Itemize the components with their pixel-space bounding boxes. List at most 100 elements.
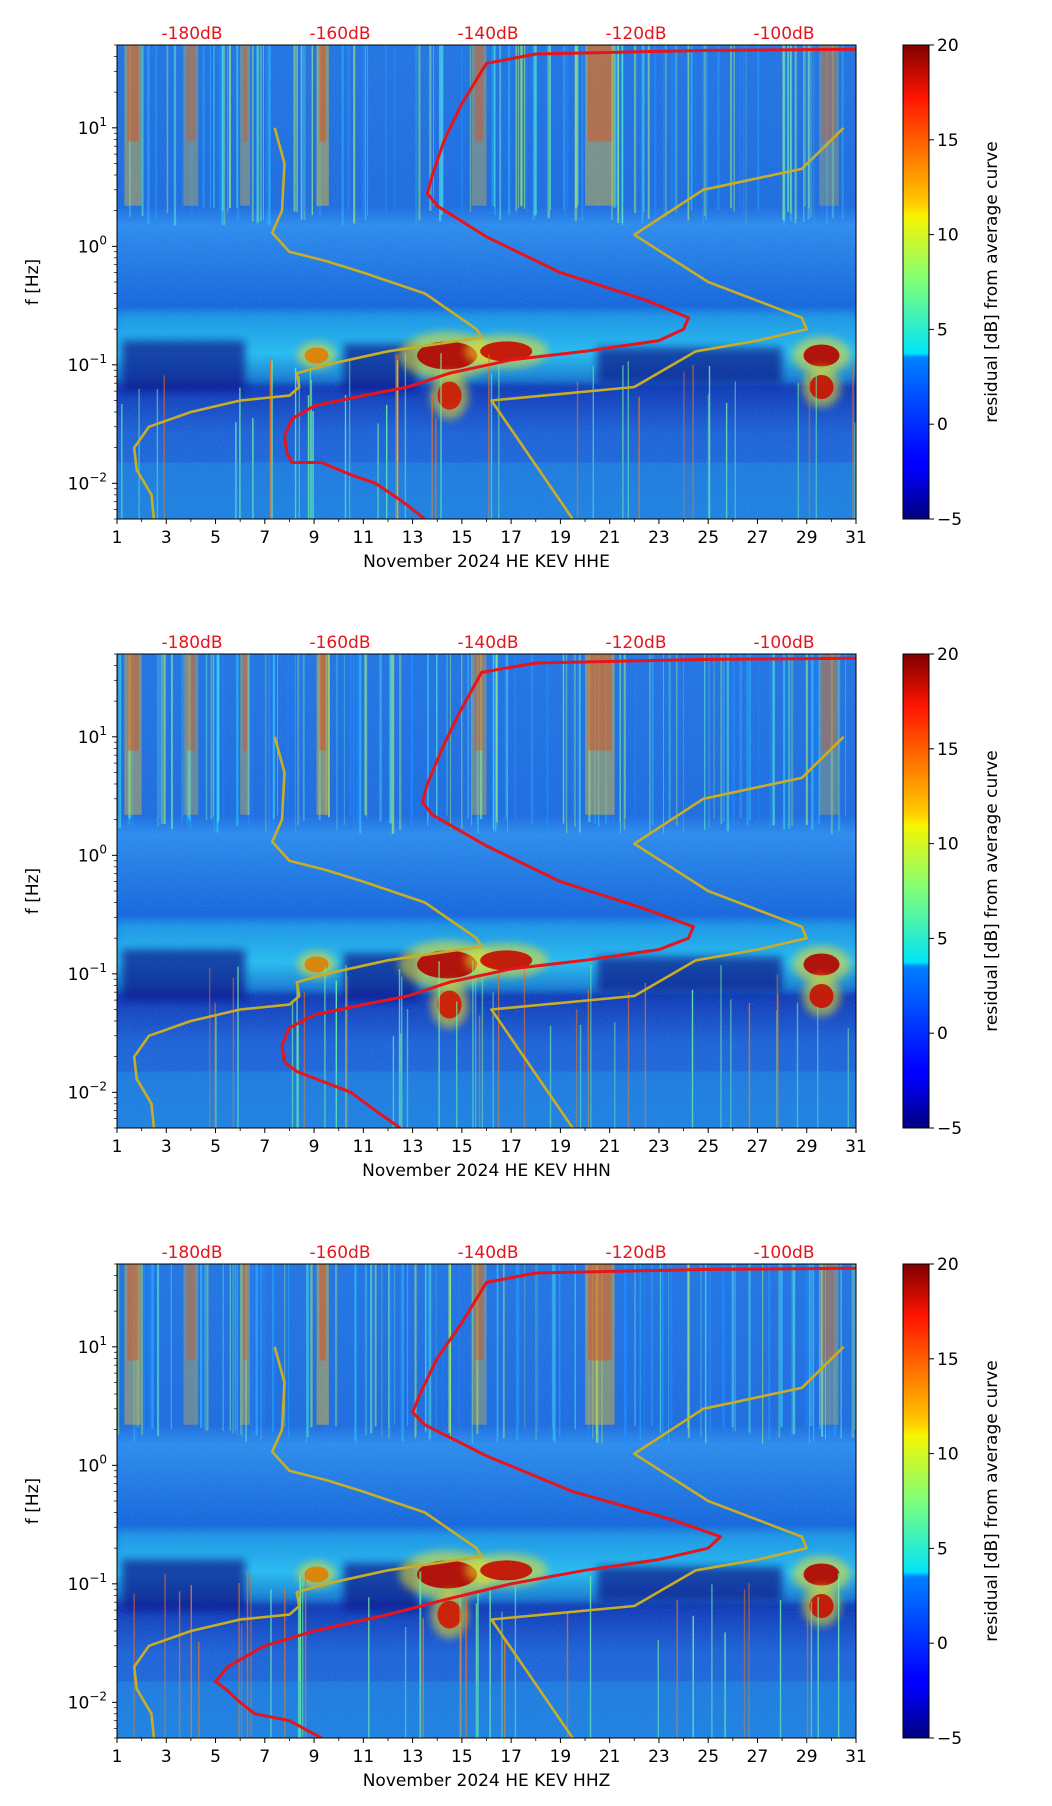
curve-model-high-noise-curve xyxy=(490,126,845,519)
colorbar-tick-label: 5 xyxy=(937,320,948,340)
x-tick-label: 21 xyxy=(599,1747,621,1767)
curve-average-psd-curve xyxy=(280,656,856,1128)
x-tick-label: 27 xyxy=(747,528,769,548)
y-axis-label: f [Hz] xyxy=(23,1478,43,1524)
heatmap-image xyxy=(117,654,856,1128)
x-tick-label: 1 xyxy=(112,528,123,548)
top-db-label: -160dB xyxy=(309,633,370,653)
y-tick-label: 10−1 xyxy=(68,961,107,985)
colorbar-tick-label: 15 xyxy=(937,1350,959,1370)
top-db-label: -120dB xyxy=(605,1243,666,1263)
colorbar: 20 15 10 5 0 −5 residual [dB] from average cur… xyxy=(902,1255,1002,1749)
top-db-label: -160dB xyxy=(309,1243,370,1263)
y-tick-label: 10−2 xyxy=(68,1079,107,1103)
colorbar: 20 15 10 5 0 −5 residual [dB] from average cur… xyxy=(902,36,1002,530)
x-tick-label: 7 xyxy=(259,1747,270,1767)
colorbar-tick-label: 20 xyxy=(937,645,959,665)
top-db-label: -180dB xyxy=(161,1243,222,1263)
y-tick-label: 10−1 xyxy=(68,352,107,376)
x-tick-label: 19 xyxy=(550,1137,572,1157)
colorbar-tick-label: 20 xyxy=(937,36,959,56)
x-tick-label: 19 xyxy=(550,1747,572,1767)
colorbar-label: residual [dB] from average curve xyxy=(982,750,1002,1031)
x-tick-label: 5 xyxy=(210,1747,221,1767)
x-tick-label: 11 xyxy=(353,1137,375,1157)
x-tick-label: 19 xyxy=(550,528,572,548)
x-tick-label: 7 xyxy=(259,1137,270,1157)
x-tick-label: 17 xyxy=(500,1747,522,1767)
colorbar-tick-label: −5 xyxy=(937,510,962,530)
top-db-label: -100dB xyxy=(753,633,814,653)
x-axis-label: November 2024 HE KEV HHN xyxy=(362,1161,611,1181)
x-tick-label: 11 xyxy=(353,528,375,548)
y-tick-label: 10−2 xyxy=(68,1689,107,1713)
y-axis-label: f [Hz] xyxy=(23,868,43,914)
x-tick-label: 15 xyxy=(451,528,473,548)
x-tick-label: 27 xyxy=(747,1747,769,1767)
x-tick-label: 25 xyxy=(697,1137,719,1157)
x-tick-label: 9 xyxy=(309,1747,320,1767)
y-tick-label: 10−1 xyxy=(68,1571,107,1595)
x-tick-label: 21 xyxy=(599,528,621,548)
y-tick-label: 10−2 xyxy=(68,470,107,494)
x-tick-label: 27 xyxy=(747,1137,769,1157)
colorbar-tick-label: 5 xyxy=(937,929,948,949)
x-tick-label: 31 xyxy=(845,528,867,548)
heatmap-image xyxy=(117,45,856,519)
y-tick-label: 100 xyxy=(78,1452,107,1476)
x-tick-label: 17 xyxy=(500,1137,522,1157)
colorbar-tick-label: −5 xyxy=(937,1119,962,1139)
y-tick-label: 100 xyxy=(78,233,107,257)
x-tick-label: 11 xyxy=(353,1747,375,1767)
x-tick-label: 1 xyxy=(112,1747,123,1767)
colorbar-label: residual [dB] from average curve xyxy=(982,141,1002,422)
x-tick-label: 5 xyxy=(210,1137,221,1157)
x-tick-label: 25 xyxy=(697,1747,719,1767)
curve-model-low-noise-curve xyxy=(132,1346,483,1738)
colorbar-tick-label: 0 xyxy=(937,415,948,435)
x-tick-label: 3 xyxy=(161,1137,172,1157)
x-tick-label: 3 xyxy=(161,528,172,548)
curve-model-low-noise-curve xyxy=(132,736,483,1128)
top-db-label: -120dB xyxy=(605,633,666,653)
curve-average-psd-curve xyxy=(283,47,856,519)
colorbar: 20 15 10 5 0 −5 residual [dB] from average cur… xyxy=(902,645,1002,1139)
x-tick-label: 15 xyxy=(451,1137,473,1157)
x-tick-label: 7 xyxy=(259,528,270,548)
colorbar-tick-label: −5 xyxy=(937,1729,962,1749)
x-tick-label: 13 xyxy=(402,1747,424,1767)
x-tick-label: 9 xyxy=(309,528,320,548)
x-tick-label: 31 xyxy=(845,1747,867,1767)
colorbar-tick-label: 0 xyxy=(937,1634,948,1654)
x-tick-label: 1 xyxy=(112,1137,123,1157)
colorbar-tick-label: 10 xyxy=(937,1445,959,1465)
x-tick-label: 17 xyxy=(500,528,522,548)
colorbar-tick-label: 15 xyxy=(937,131,959,151)
heatmap-image xyxy=(117,1264,856,1738)
curve-model-high-noise-curve xyxy=(490,1345,845,1738)
y-tick-label: 101 xyxy=(78,1334,107,1358)
colorbar-label: residual [dB] from average curve xyxy=(982,1360,1002,1641)
x-tick-label: 29 xyxy=(796,528,818,548)
y-tick-label: 101 xyxy=(78,115,107,139)
y-tick-label: 101 xyxy=(78,724,107,748)
x-tick-label: 9 xyxy=(309,1137,320,1157)
x-tick-label: 13 xyxy=(402,528,424,548)
x-tick-label: 15 xyxy=(451,1747,473,1767)
top-db-label: -120dB xyxy=(605,24,666,44)
x-tick-label: 25 xyxy=(697,528,719,548)
x-axis-label: November 2024 HE KEV HHE xyxy=(363,552,610,572)
x-tick-label: 5 xyxy=(210,528,221,548)
curve-model-low-noise-curve xyxy=(132,127,483,519)
colorbar-tick-label: 15 xyxy=(937,740,959,760)
y-axis-label: f [Hz] xyxy=(23,259,43,305)
x-tick-label: 23 xyxy=(648,1747,670,1767)
x-tick-label: 13 xyxy=(402,1137,424,1157)
top-db-label: -140dB xyxy=(457,24,518,44)
x-tick-label: 23 xyxy=(648,1137,670,1157)
top-db-label: -140dB xyxy=(457,633,518,653)
x-axis-label: November 2024 HE KEV HHZ xyxy=(363,1771,611,1791)
